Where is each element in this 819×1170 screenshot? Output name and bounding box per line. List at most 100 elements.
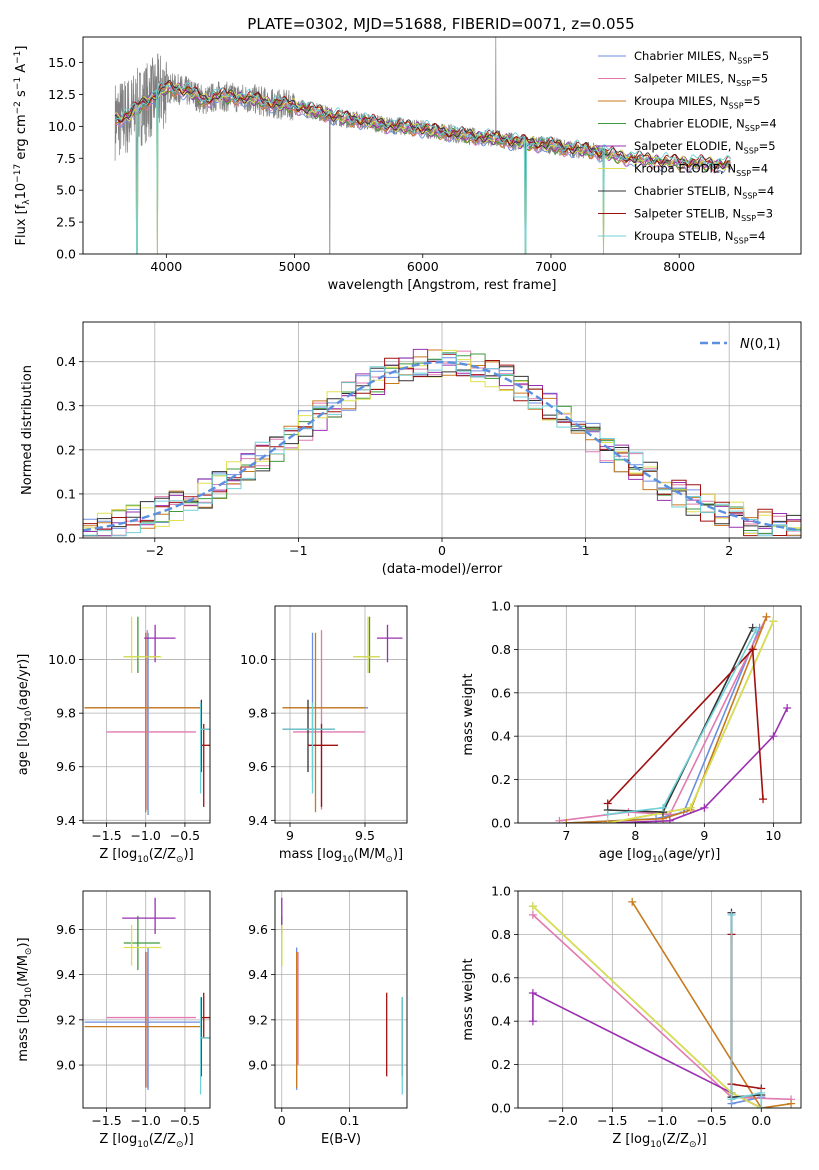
panel-weight-vs-age: 7 8 9 10 0.0 0.2 0.4 0.6 0.8 1.0 age [log10(age/yr… <box>461 599 802 865</box>
y-tick-label: 0.0 <box>491 1101 511 1116</box>
legend-label: Salpeter ELODIE, NSSP=5 <box>634 139 776 155</box>
weight-point-8 <box>757 1088 766 1097</box>
panel-age-vs-Z: −1.5 −1.0 −0.5 9.4 9.6 9.8 10.0 Z [log10(Z/Z⊙)]… <box>16 605 211 865</box>
weight-point-8 <box>727 910 736 919</box>
y-tick-label: 9.6 <box>56 759 76 774</box>
y-tick-label: 1.0 <box>491 599 511 614</box>
y-tick-label: 2.5 <box>56 215 76 230</box>
weight-point-2 <box>787 1099 796 1108</box>
y-tick-label: 7.5 <box>56 151 76 166</box>
weight-point-8 <box>757 1104 766 1108</box>
x-tick-label: −1.0 <box>131 828 161 843</box>
y-tick-label: 9.6 <box>56 922 76 937</box>
panel-age-vs-mass: 9 9.5 9.4 9.6 9.8 10.0 mass [log10(M/M⊙)] <box>240 605 408 865</box>
y-tick-label: 9.8 <box>56 706 76 721</box>
legend: Chabrier MILES, NSSP=5 Salpeter MILES, NS… <box>598 49 777 245</box>
x-axis-label: mass [log10(M/M⊙)] <box>279 847 403 865</box>
weight-point-5 <box>603 819 612 823</box>
plot-residuals <box>83 348 801 537</box>
plot-age-vs-mass <box>282 616 403 813</box>
weight-point-2 <box>562 819 571 823</box>
y-tick-label: 0.2 <box>491 772 511 787</box>
weight-point-8 <box>752 625 761 634</box>
plot-area <box>83 606 210 823</box>
y-tick-label: 15.0 <box>48 55 76 70</box>
x-tick-label: 9 <box>286 828 294 843</box>
panel-mass-vs-ebv: 0 0.1 9.0 9.2 9.4 9.6 E(B-V) <box>248 890 408 1147</box>
y-tick-label: 9.0 <box>248 1058 268 1073</box>
y-tick-label: 9.4 <box>248 967 268 982</box>
weight-point-1 <box>555 816 564 823</box>
x-axis-label: E(B-V) <box>321 1132 361 1147</box>
model-spectrum-7 <box>114 81 731 169</box>
weight-point-5 <box>769 617 778 626</box>
x-tick-label: 9.5 <box>355 828 375 843</box>
y-tick-label: 0.0 <box>56 247 76 262</box>
weight-point-7 <box>603 799 612 808</box>
plot-mass-vs-Z <box>84 897 210 1095</box>
y-tick-label: 0.0 <box>56 531 76 546</box>
plot-weight-vs-age <box>555 612 792 823</box>
legend-label: N(0,1) <box>740 337 781 352</box>
x-axis-label: Z [log10(Z/Z⊙)] <box>612 1132 706 1150</box>
x-tick-label: 0 <box>278 1113 286 1128</box>
y-tick-label: 9.6 <box>248 759 268 774</box>
y-tick-label: 9.2 <box>56 1012 76 1027</box>
x-tick-label: 8000 <box>663 259 695 274</box>
plot-area <box>275 606 407 823</box>
y-axis-label: mass weight <box>461 958 476 1040</box>
y-tick-label: 0.8 <box>491 642 511 657</box>
x-tick-label: −0.5 <box>170 828 200 843</box>
model-spectrum-0 <box>114 84 731 174</box>
plot-weight-vs-Z <box>528 897 796 1108</box>
y-tick-label: 0.3 <box>56 398 76 413</box>
x-tick-label: −0.5 <box>696 1113 726 1128</box>
y-tick-label: 9.6 <box>248 922 268 937</box>
axes-frame <box>517 605 802 824</box>
x-tick-label: −1 <box>289 543 307 558</box>
y-tick-label: 9.4 <box>56 967 76 982</box>
grid <box>275 606 407 823</box>
x-tick-label: 1 <box>582 543 590 558</box>
axes-frame <box>82 605 211 824</box>
y-tick-label: 9.2 <box>248 1012 268 1027</box>
plot-spectrum <box>114 37 731 254</box>
residual-histogram-6 <box>83 364 801 537</box>
weight-line-2 <box>631 901 792 1108</box>
x-tick-label: 0.0 <box>751 1113 771 1128</box>
y-tick-label: 12.5 <box>48 87 76 102</box>
x-tick-label: −2.0 <box>548 1113 578 1128</box>
plot-area <box>83 891 210 1108</box>
axes-frame <box>82 36 802 255</box>
y-axis-label: mass [log10(M/M⊙)] <box>16 937 34 1061</box>
y-tick-label: 10.0 <box>48 119 76 134</box>
x-tick-label: 2 <box>725 543 733 558</box>
y-axis-label: Flux [fλ10−17 erg cm−2 s−1 A−1] <box>13 46 32 246</box>
weight-point-8 <box>603 810 612 819</box>
x-axis-label: (data-model)/error <box>382 562 503 577</box>
axes-frame <box>274 605 408 824</box>
legend: N(0,1) <box>700 337 781 352</box>
y-axis-label: mass weight <box>461 673 476 755</box>
legend-label: Kroupa STELIB, NSSP=4 <box>634 229 765 245</box>
plot-age-vs-Z <box>84 616 210 815</box>
y-tick-label: 5.0 <box>56 183 76 198</box>
x-tick-label: −2 <box>146 543 164 558</box>
y-axis-label: Normed distribution <box>20 365 35 495</box>
axes-frame <box>274 890 408 1109</box>
weight-point-4 <box>783 703 792 712</box>
weight-point-5 <box>686 803 695 812</box>
y-tick-label: 1.0 <box>491 884 511 899</box>
x-tick-label: −0.5 <box>170 1113 200 1128</box>
x-tick-label: 0 <box>438 543 446 558</box>
x-axis-label: age [log10(age/yr)] <box>599 847 721 865</box>
panel-residuals: −2 −1 0 1 2 0.0 0.1 0.2 0.3 0.4 (data-model)/error… <box>20 321 802 577</box>
y-tick-label: 0.0 <box>491 816 511 831</box>
x-tick-label: −1.5 <box>91 1113 121 1128</box>
legend-label: Kroupa ELODIE, NSSP=4 <box>634 162 768 178</box>
y-tick-label: 10.0 <box>240 652 268 667</box>
x-tick-label: −1.0 <box>131 1113 161 1128</box>
x-tick-label: 6000 <box>407 259 439 274</box>
x-tick-label: 7 <box>562 828 570 843</box>
